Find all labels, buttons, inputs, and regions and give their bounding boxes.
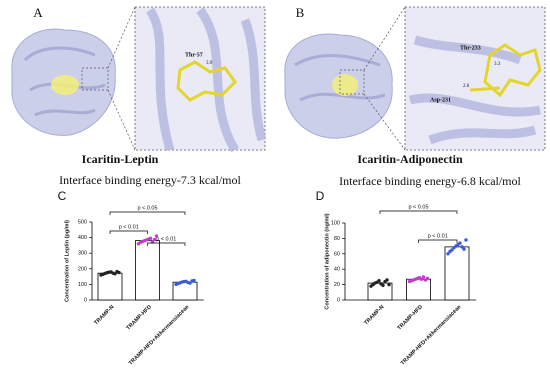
significance-bracket — [109, 211, 186, 215]
data-point — [113, 272, 117, 276]
x-tick-label: TRAMP-HFD — [126, 304, 153, 331]
panel-label: D — [316, 189, 325, 203]
data-point — [421, 275, 426, 279]
panel-title: Icaritin-Leptin — [82, 152, 159, 166]
bar — [135, 240, 160, 301]
significance-bracket — [379, 210, 458, 214]
y-tick-label: 80 — [334, 236, 340, 242]
data-point — [117, 270, 121, 275]
data-point — [425, 276, 430, 281]
bar — [97, 272, 123, 301]
panel-title: Icaritin-Adiponectin — [357, 152, 463, 166]
x-tick-label: TRAMP-HFD — [397, 304, 424, 331]
x-tick-label: TRAMP-N — [363, 304, 385, 326]
y-tick-label: 100 — [331, 220, 340, 226]
distance-label: 3.3 — [494, 62, 501, 67]
data-point — [450, 248, 454, 252]
significance-label: p < 0.01 — [428, 233, 448, 239]
residue-label: Thr-233 — [460, 45, 481, 51]
significance-label: p < 0.01 — [119, 224, 139, 230]
y-tick-label: 0 — [337, 297, 340, 303]
data-point — [446, 252, 450, 256]
y-tick-label: 40 — [334, 267, 340, 273]
y-tick-label: 20 — [334, 282, 340, 288]
y-axis-label: Concentration of Leptin (pg/ml) — [64, 220, 70, 302]
data-point — [152, 237, 157, 242]
data-point — [458, 241, 462, 245]
molecule-a — [11, 6, 267, 153]
molecule-b — [284, 6, 546, 151]
distance-label: 3.9 — [206, 61, 213, 66]
panel-energy: Interface binding energy-7.3 kcal/mol — [59, 173, 241, 187]
significance-label: p < 0.05 — [408, 204, 428, 210]
data-point — [464, 238, 468, 242]
data-point — [462, 247, 466, 251]
data-point — [154, 234, 159, 238]
residue-label: Thr-57 — [185, 52, 203, 58]
data-point — [377, 279, 381, 283]
significance-bracket — [147, 242, 186, 246]
significance-bracket — [109, 230, 148, 234]
significance-bracket — [418, 239, 458, 243]
data-point — [381, 283, 385, 288]
significance-label: p < 0.05 — [137, 205, 157, 211]
panel-label: B — [296, 5, 305, 20]
y-tick-label: 500 — [78, 219, 87, 225]
y-tick-label: 0 — [84, 297, 87, 303]
data-point — [148, 236, 153, 241]
data-point — [385, 278, 389, 282]
data-point — [460, 245, 464, 249]
y-tick-label: 60 — [334, 251, 340, 257]
residue-label: Asp-231 — [430, 97, 451, 103]
y-tick-label: 100 — [78, 282, 87, 288]
data-point — [188, 281, 192, 285]
y-tick-label: 200 — [78, 266, 87, 272]
data-point — [192, 278, 196, 283]
distance-label: 2.6 — [463, 84, 470, 89]
panel-label: A — [33, 5, 43, 20]
panel-label: C — [58, 189, 67, 203]
panel-energy: Interface binding energy-6.8 kcal/mol — [339, 174, 521, 188]
significance-label: p < 0.01 — [156, 236, 176, 242]
data-point — [387, 282, 391, 287]
y-tick-label: 400 — [78, 235, 87, 241]
y-tick-label: 300 — [78, 251, 87, 257]
bar — [444, 246, 470, 301]
data-point — [419, 277, 424, 281]
x-tick-label: TRAMP-N — [93, 304, 115, 326]
y-axis-label: Concentration of adiponectin (ng/ml) — [324, 213, 330, 309]
x-tick-label: TRAMP-HFD+Akkermansiaceae — [128, 304, 191, 367]
